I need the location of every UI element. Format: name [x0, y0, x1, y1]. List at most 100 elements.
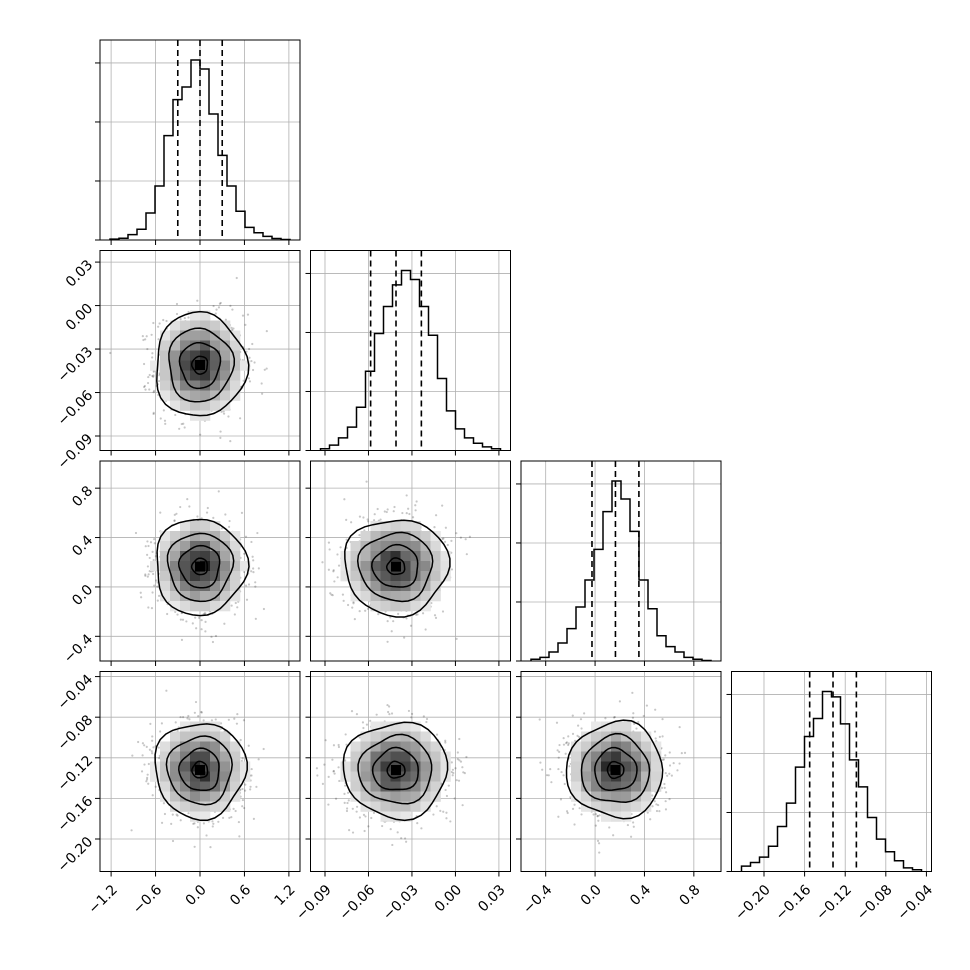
sample-point	[158, 374, 161, 377]
density-cell	[170, 320, 181, 331]
sample-point	[452, 771, 455, 775]
sample-point	[421, 612, 425, 615]
sample-point	[223, 622, 226, 625]
sample-point	[205, 511, 209, 514]
sample-point	[203, 612, 206, 615]
density-plot	[315, 703, 468, 847]
density-cell	[180, 360, 191, 371]
sample-point	[249, 785, 252, 788]
sample-point	[332, 744, 336, 747]
density-cell	[210, 370, 221, 381]
density-cell	[220, 551, 231, 562]
sample-point	[170, 822, 173, 825]
density-cell	[230, 370, 241, 381]
density-cell	[230, 751, 241, 762]
sample-point	[455, 532, 458, 535]
y-tick-label: −0.4	[61, 631, 96, 666]
density-cell	[360, 571, 371, 582]
sample-point	[145, 778, 149, 781]
sample-point	[176, 613, 179, 616]
density-cell	[190, 741, 201, 752]
sample-point	[262, 607, 266, 611]
sample-point	[159, 511, 162, 514]
sample-point	[152, 374, 155, 377]
sample-point	[197, 715, 200, 718]
density-cell	[220, 761, 231, 772]
sample-point	[389, 616, 392, 619]
sample-point	[224, 513, 227, 516]
density-cell	[430, 541, 441, 552]
sample-point	[137, 740, 140, 744]
sample-point	[254, 585, 257, 588]
sample-point	[146, 776, 149, 779]
density-cell	[210, 360, 221, 371]
density-cell	[180, 340, 191, 351]
sample-point	[162, 318, 165, 322]
sample-point	[358, 515, 362, 518]
sample-point	[217, 820, 220, 823]
density-cell	[230, 561, 241, 572]
sample-point	[332, 569, 335, 572]
sample-point	[147, 606, 150, 609]
sample-point	[329, 592, 332, 595]
density-cell	[340, 761, 351, 772]
sample-point	[390, 712, 394, 715]
sample-point	[240, 759, 243, 763]
sample-point	[151, 739, 154, 742]
sample-point	[183, 426, 186, 429]
sample-point	[214, 634, 218, 638]
density-cell	[340, 551, 351, 562]
sample-point	[343, 792, 346, 795]
density-cell	[360, 581, 371, 592]
sample-point	[205, 834, 208, 837]
density-cell	[200, 561, 211, 572]
sample-point	[400, 837, 403, 840]
density-cell	[150, 360, 161, 371]
sample-point	[193, 711, 196, 714]
axes-frame	[310, 460, 511, 662]
density-cell	[190, 350, 201, 361]
sample-point	[245, 598, 249, 601]
sample-point	[179, 715, 182, 719]
sample-point	[352, 602, 355, 605]
density-cell	[220, 370, 231, 381]
sample-point	[323, 763, 326, 766]
sample-point	[140, 770, 144, 773]
sample-point	[386, 703, 389, 707]
sample-point	[164, 422, 167, 425]
density-cell	[170, 751, 181, 762]
x-tick-label: 0.0	[183, 882, 210, 909]
density-cell	[210, 521, 221, 532]
density-cell	[180, 561, 191, 572]
sample-point	[249, 788, 252, 791]
density-cell	[420, 551, 431, 562]
sample-point	[451, 774, 454, 777]
density-cell	[350, 541, 361, 552]
sample-point	[248, 356, 251, 359]
sample-point	[149, 541, 153, 544]
contour-line	[356, 531, 434, 603]
sample-point	[143, 763, 146, 766]
density-cell	[190, 751, 201, 762]
density-cell	[370, 561, 381, 572]
sample-point	[236, 606, 239, 609]
density-cell	[170, 330, 181, 341]
sample-point	[175, 813, 178, 816]
y-tick-label: 0.00	[63, 301, 96, 334]
sample-point	[150, 607, 154, 610]
sample-point	[358, 736, 361, 739]
density-cell	[380, 601, 391, 612]
sample-point	[350, 521, 353, 524]
density-cell	[190, 581, 201, 592]
density-cell	[220, 360, 231, 371]
density-cell	[370, 591, 381, 602]
density-peak	[195, 359, 205, 370]
density-cell	[160, 561, 171, 572]
sample-point	[347, 799, 350, 802]
sample-point	[151, 356, 154, 359]
sample-point	[160, 722, 163, 725]
sample-point	[187, 714, 190, 718]
sample-point	[367, 520, 370, 523]
sample-point	[145, 745, 148, 748]
sample-point	[194, 700, 198, 704]
